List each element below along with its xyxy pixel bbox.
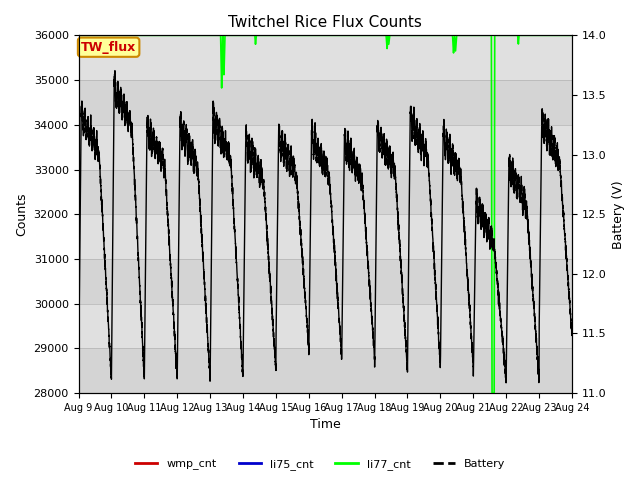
Bar: [79, 169, 572, 214]
X-axis label: Time: Time: [310, 419, 340, 432]
Bar: [79, 348, 572, 393]
Y-axis label: Counts: Counts: [15, 192, 28, 236]
Bar: [79, 259, 572, 304]
Bar: [79, 80, 572, 125]
Legend: wmp_cnt, li75_cnt, li77_cnt, Battery: wmp_cnt, li75_cnt, li77_cnt, Battery: [131, 455, 509, 474]
Bar: [79, 214, 572, 259]
Y-axis label: Battery (V): Battery (V): [612, 180, 625, 249]
Text: TW_flux: TW_flux: [81, 41, 136, 54]
Bar: [79, 304, 572, 348]
Title: Twitchel Rice Flux Counts: Twitchel Rice Flux Counts: [228, 15, 422, 30]
Bar: [79, 36, 572, 80]
Bar: [79, 125, 572, 169]
